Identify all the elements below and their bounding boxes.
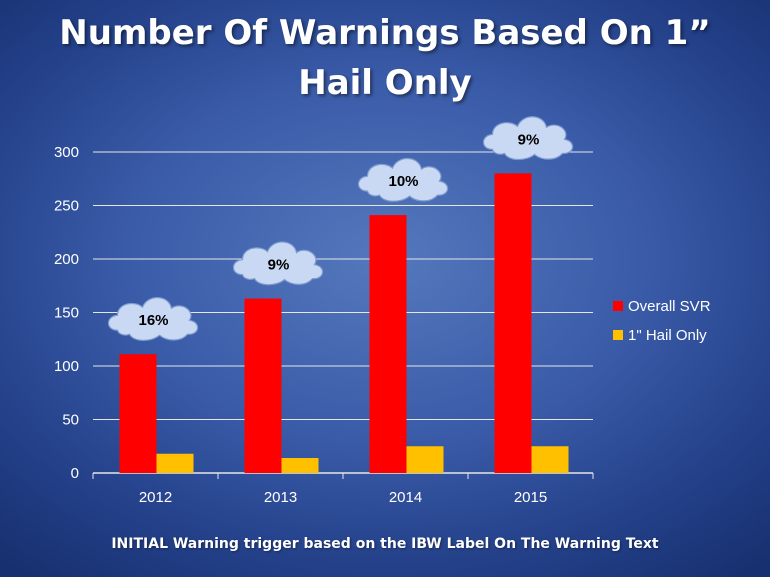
y-tick-label: 200: [54, 251, 79, 268]
percentage-label: 16%: [138, 312, 168, 329]
cloud-callout: [107, 297, 199, 341]
y-tick-label: 0: [71, 465, 79, 482]
bar-overall-svr: [369, 215, 407, 473]
legend-swatch-hail-only: [613, 330, 623, 340]
y-tick-label: 50: [62, 412, 79, 429]
percentage-label: 9%: [518, 131, 540, 148]
cloud-callout: [357, 157, 449, 202]
slide-title: Number Of Warnings Based On 1” Hail Only: [0, 8, 770, 108]
bar-overall-svr: [244, 298, 282, 473]
percentage-label: 9%: [268, 257, 290, 274]
cloud-callout: [482, 116, 574, 161]
y-tick-label: 100: [54, 358, 79, 375]
bar-overall-svr: [119, 354, 157, 473]
slide-footer: INITIAL Warning trigger based on the IBW…: [111, 536, 659, 552]
bar-hail-only: [406, 446, 444, 473]
title-line-2: Hail Only: [298, 63, 472, 103]
bar-hail-only: [156, 453, 194, 473]
legend-label: Overall SVR: [628, 298, 711, 315]
y-tick-label: 250: [54, 198, 79, 215]
percentage-label: 10%: [388, 173, 418, 190]
bar-hail-only: [281, 458, 319, 473]
bar-hail-only: [531, 446, 569, 473]
legend-label: 1" Hail Only: [628, 327, 707, 344]
y-tick-label: 150: [54, 305, 79, 322]
y-tick-label: 300: [54, 144, 79, 161]
title-line-1: Number Of Warnings Based On 1”: [59, 13, 711, 53]
cloud-callout: [232, 241, 324, 286]
x-tick-label: 2015: [514, 489, 547, 506]
x-tick-label: 2012: [139, 489, 172, 506]
legend-swatch-overall-svr: [613, 301, 623, 311]
bar-overall-svr: [494, 173, 532, 473]
x-tick-label: 2014: [389, 489, 422, 506]
x-tick-label: 2013: [264, 489, 297, 506]
